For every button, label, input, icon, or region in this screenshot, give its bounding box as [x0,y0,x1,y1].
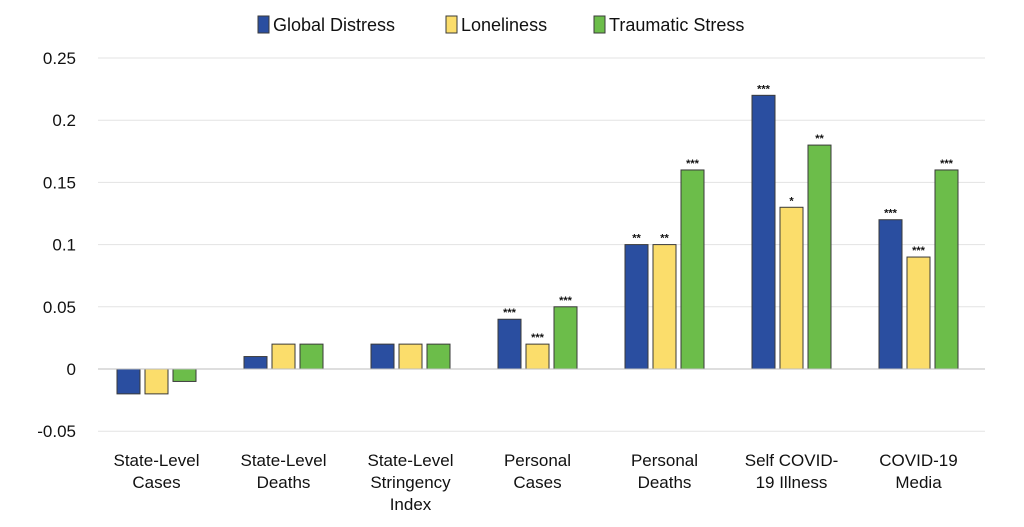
gridlines [98,57,985,432]
bar [370,343,395,370]
x-category-label: Deaths [638,473,692,492]
y-tick-label: 0.15 [43,173,76,192]
significance-marker: *** [686,158,700,170]
significance-marker: *** [884,208,898,220]
bar [271,343,296,370]
bar [878,219,903,370]
bar [144,368,169,395]
legend-swatch [257,15,270,34]
x-category-label: Deaths [257,473,311,492]
y-tick-label: 0.25 [43,49,76,68]
bar [779,206,804,370]
y-tick-label: 0.1 [52,236,76,255]
bar [751,94,776,370]
bar [426,343,451,370]
significance-marker: *** [940,158,954,170]
legend: Global Distress Loneliness Traumatic Stres… [257,15,744,35]
bar [906,256,931,370]
x-category-label: Media [895,473,942,492]
bar [652,244,677,370]
significance-marker: *** [559,295,573,307]
legend-swatch [593,15,606,34]
x-category-label: Personal [631,451,698,470]
bar [116,368,141,395]
x-category-label: State-Level [368,451,454,470]
bar [172,368,197,382]
legend-label: Traumatic Stress [609,15,744,35]
bar [243,356,268,370]
y-axis-ticks: 0.25 0.2 0.15 0.1 0.05 0 -0.05 [37,49,76,441]
bar [624,244,649,370]
x-category-label: Personal [504,451,571,470]
significance-marker: * [789,195,794,207]
significance-marker: *** [503,307,517,319]
x-category-label: 19 Illness [756,473,828,492]
legend-swatch [445,15,458,34]
bar [497,318,522,370]
significance-marker: ** [815,133,824,145]
x-category-label: Index [390,495,432,514]
x-category-label: State-Level [241,451,327,470]
significance-marker: ** [632,233,641,245]
y-tick-label: -0.05 [37,422,76,441]
bar [934,169,959,370]
significance-marker: *** [531,332,545,344]
bars [98,94,985,395]
x-axis-categories: State-Level Cases State-Level Deaths State-L… [114,451,958,514]
x-category-label: Self COVID- [745,451,839,470]
x-category-label: COVID-19 [879,451,957,470]
x-category-label: Cases [132,473,180,492]
legend-label: Loneliness [461,15,547,35]
bar [553,306,578,370]
significance-labels: *********** ******************** [503,83,954,344]
bar [525,343,550,370]
y-tick-label: 0.2 [52,111,76,130]
significance-marker: ** [660,233,669,245]
y-tick-label: 0.05 [43,298,76,317]
bar [807,144,832,370]
significance-marker: *** [912,245,926,257]
bar [680,169,705,370]
bar [398,343,423,370]
x-category-label: State-Level [114,451,200,470]
x-category-label: Cases [513,473,561,492]
y-tick-label: 0 [67,360,76,379]
x-category-label: Stringency [370,473,451,492]
significance-marker: *** [757,83,771,95]
bar [299,343,324,370]
legend-label: Global Distress [273,15,395,35]
